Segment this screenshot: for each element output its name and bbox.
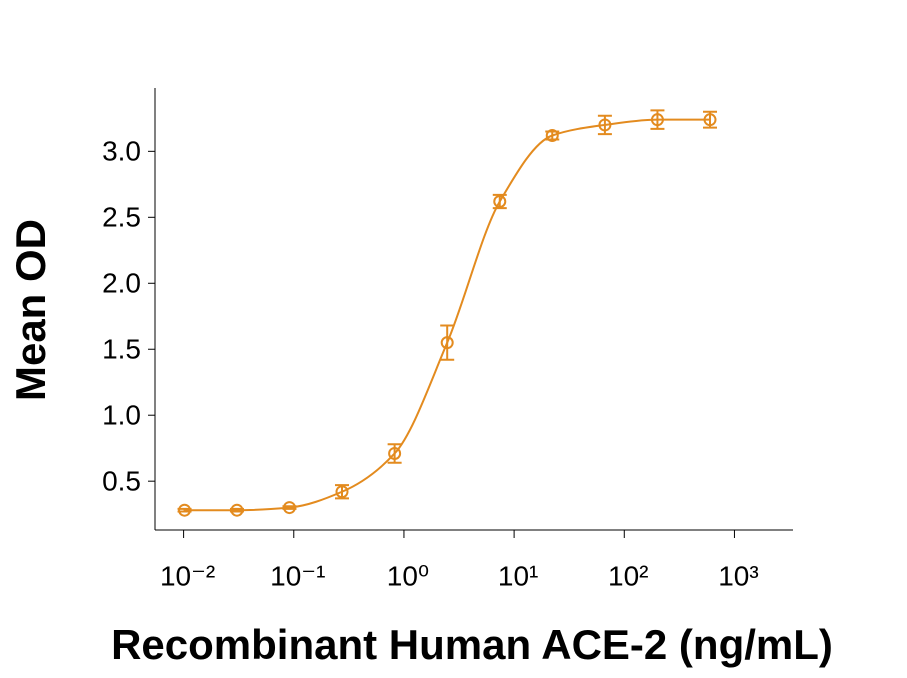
error-bar <box>334 484 349 500</box>
x-tick-label: 10² <box>608 560 648 591</box>
y-tick-label: 2.0 <box>102 268 141 299</box>
fit-curve <box>184 118 711 512</box>
error-bar <box>440 324 455 361</box>
x-tick-label: 10⁻² <box>160 560 215 591</box>
y-tick-label: 0.5 <box>102 466 141 497</box>
x-tick-label: 10⁰ <box>387 560 429 591</box>
x-tick-label: 10¹ <box>498 560 538 591</box>
x-tick-label: 10⁻¹ <box>270 560 325 591</box>
data-point <box>335 485 349 499</box>
y-axis-title: Mean OD <box>7 219 54 401</box>
data-point <box>388 446 402 460</box>
data-point <box>282 501 296 515</box>
x-axis-title: Recombinant Human ACE-2 (ng/mL) <box>111 621 833 668</box>
data-point <box>545 128 559 142</box>
data-point <box>493 194 507 208</box>
data-point <box>598 118 612 132</box>
data-point <box>230 503 244 517</box>
y-tick-label: 2.5 <box>102 202 141 233</box>
y-tick-label: 3.0 <box>102 136 141 167</box>
x-tick-label: 10³ <box>718 560 758 591</box>
data-point <box>440 336 454 350</box>
data-point <box>178 503 192 517</box>
data-point <box>703 113 717 127</box>
y-tick-label: 1.5 <box>102 334 141 365</box>
y-tick-label: 1.0 <box>102 400 141 431</box>
data-point <box>650 113 664 127</box>
error-bar <box>492 193 507 210</box>
